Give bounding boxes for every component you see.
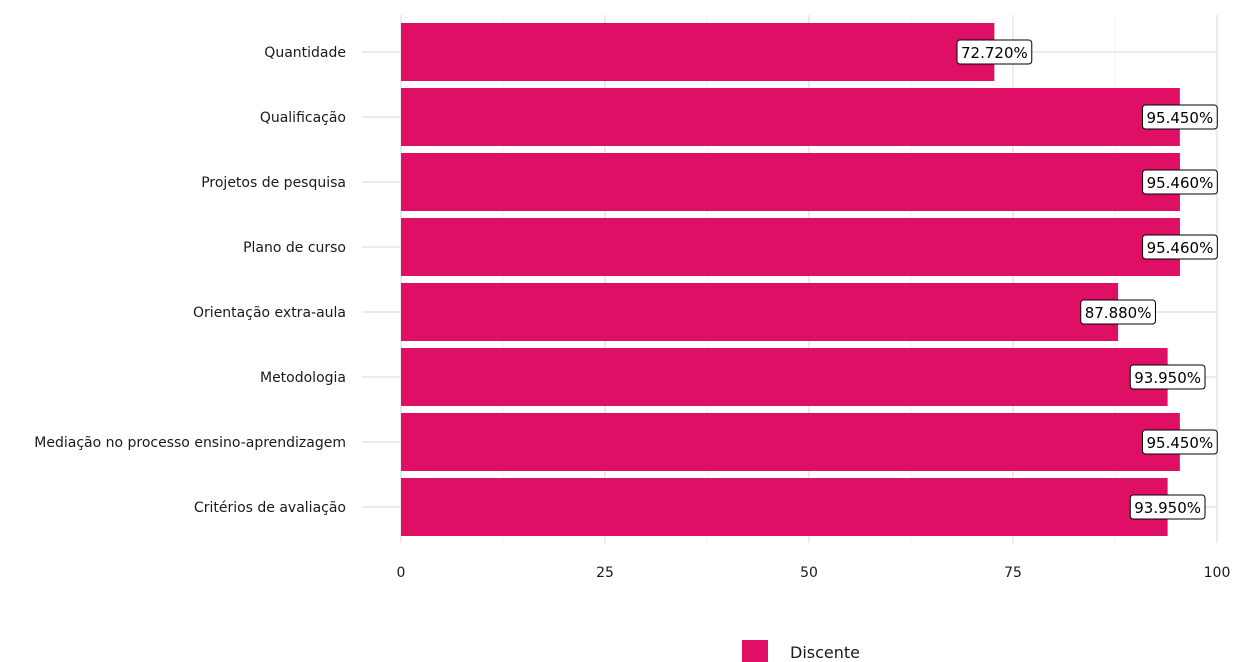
x-tick-label: 50 <box>800 565 818 581</box>
bar <box>401 153 1180 211</box>
value-label-text: 93.950% <box>1134 499 1201 517</box>
category-label: Critérios de avaliação <box>194 500 346 516</box>
value-labels: 72.720% 95.450% 95.460% 95.460% 87.880% 93.95… <box>956 39 1218 520</box>
value-label: 87.880% <box>1080 299 1156 325</box>
value-label-box <box>1141 104 1218 130</box>
bar <box>401 218 1180 276</box>
value-label-box <box>956 39 1033 65</box>
value-label: 93.950% <box>1129 364 1206 390</box>
category-label: Orientação extra-aula <box>193 305 346 321</box>
bar <box>401 283 1119 341</box>
x-axis-ticks: 0 25 50 75 100 <box>397 565 1231 581</box>
value-label-text: 93.950% <box>1134 369 1201 387</box>
x-tick-label: 75 <box>1004 565 1022 581</box>
value-label-text: 72.720% <box>961 44 1028 62</box>
category-label: Projetos de pesquisa <box>201 175 346 191</box>
category-label: Plano de curso <box>243 240 346 256</box>
bar <box>401 413 1180 471</box>
category-label: Quantidade <box>264 45 346 61</box>
value-label-text: 95.450% <box>1146 109 1213 127</box>
x-tick-label: 100 <box>1204 565 1231 581</box>
category-label: Qualificação <box>260 110 346 126</box>
value-label: 72.720% <box>956 39 1033 65</box>
bar <box>401 23 995 81</box>
category-label: Metodologia <box>260 370 346 386</box>
value-label-text: 95.460% <box>1147 239 1214 257</box>
value-label: 95.460% <box>1142 234 1218 260</box>
category-labels: Quantidade Qualificação Projetos de pesqui… <box>34 45 346 516</box>
value-label-box <box>1142 234 1218 260</box>
category-label: Mediação no processo ensino-aprendizagem <box>34 435 346 451</box>
value-label: 95.450% <box>1141 429 1218 455</box>
legend-swatch-discente <box>742 640 768 662</box>
bars-group <box>401 23 1180 536</box>
value-label-box <box>1080 299 1156 325</box>
value-label-box <box>1129 364 1206 390</box>
value-label-text: 95.450% <box>1146 434 1213 452</box>
bar <box>401 348 1168 406</box>
legend: Discente <box>742 640 860 662</box>
x-tick-label: 0 <box>397 565 406 581</box>
value-label: 95.460% <box>1142 169 1218 195</box>
value-label-box <box>1141 429 1218 455</box>
value-label-box <box>1142 169 1218 195</box>
legend-label-discente: Discente <box>790 643 860 662</box>
value-label: 95.450% <box>1141 104 1218 130</box>
value-label-box <box>1129 494 1206 520</box>
x-tick-label: 25 <box>596 565 614 581</box>
value-label-text: 95.460% <box>1147 174 1214 192</box>
bar <box>401 478 1168 536</box>
value-label: 93.950% <box>1129 494 1206 520</box>
value-label-text: 87.880% <box>1085 304 1152 322</box>
bar <box>401 88 1180 146</box>
